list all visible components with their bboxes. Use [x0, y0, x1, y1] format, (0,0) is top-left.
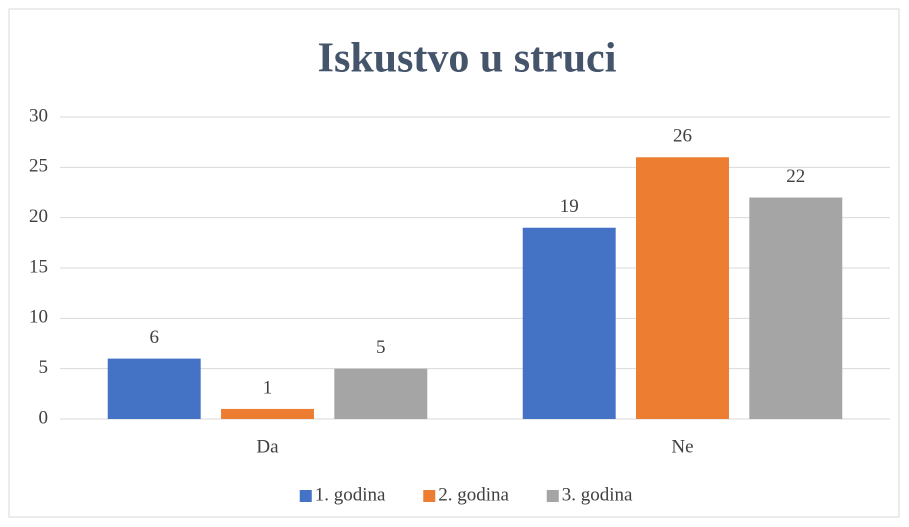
data-label: 22 — [786, 166, 805, 187]
y-tick-label: 25 — [29, 156, 48, 177]
x-tick-label: Ne — [671, 436, 693, 457]
bar — [522, 227, 616, 419]
y-tick-label: 30 — [29, 105, 48, 126]
y-tick-label: 5 — [39, 357, 49, 378]
data-label: 1 — [263, 377, 273, 398]
data-label: 5 — [376, 337, 386, 358]
data-label: 6 — [149, 327, 159, 348]
x-tick-label: Da — [256, 436, 279, 457]
bar — [749, 197, 843, 419]
y-tick-label: 10 — [29, 307, 48, 328]
legend-swatch — [423, 490, 436, 502]
data-label: 26 — [673, 126, 692, 147]
legend-swatch — [546, 490, 559, 502]
bar — [107, 358, 201, 419]
legend-label: 1. godina — [315, 484, 386, 505]
chart-title: Iskustvo u struci — [318, 36, 617, 82]
bar — [334, 368, 428, 419]
data-label: 19 — [560, 196, 579, 217]
bar — [636, 157, 729, 419]
bar — [221, 408, 314, 419]
legend-label: 3. godina — [562, 484, 633, 505]
y-tick-label: 0 — [39, 407, 49, 428]
y-tick-label: 15 — [29, 256, 48, 277]
y-tick-label: 20 — [29, 206, 48, 227]
legend-label: 2. godina — [438, 484, 509, 505]
legend-swatch — [299, 490, 312, 502]
